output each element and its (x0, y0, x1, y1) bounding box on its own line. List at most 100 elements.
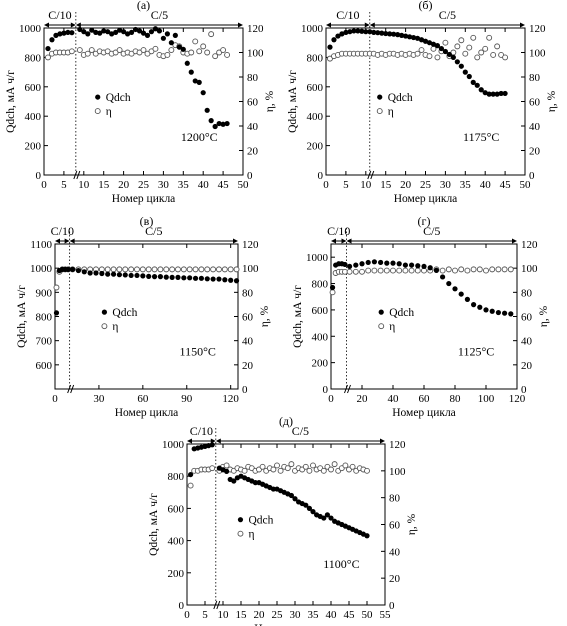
temperature-label: 1200°C (181, 130, 218, 144)
legend-efficiency-label: η (248, 529, 254, 541)
capacity-point (69, 30, 75, 36)
y-left-tick-label: 1000 (30, 263, 53, 275)
legend-efficiency-label: η (389, 321, 395, 333)
capacity-point (310, 509, 316, 515)
efficiency-point (216, 266, 222, 273)
x-tick-label: 25 (272, 609, 284, 621)
y-right-tick-label: 100 (242, 263, 259, 275)
x-tick-label: 40 (198, 179, 210, 191)
efficiency-point (414, 50, 421, 57)
capacity-point (110, 271, 117, 277)
y-left-tick-label: 800 (168, 471, 185, 483)
rate-label-fast-arrowhead (369, 22, 375, 28)
y-left-axis-title: Qdch, мА ч/г (148, 493, 160, 556)
efficiency-point (494, 43, 501, 50)
capacity-point (421, 263, 427, 270)
rate-label-slow-arrowhead (326, 22, 331, 28)
efficiency-point (241, 467, 248, 474)
capacity-point (379, 30, 385, 36)
y-left-tick-label: 900 (36, 287, 53, 299)
capacity-point (228, 277, 234, 283)
capacity-point (233, 278, 240, 284)
capacity-point (184, 60, 190, 66)
axis-break-mark (216, 600, 221, 610)
y-left-tick-label: 0 (318, 170, 324, 182)
capacity-point (406, 34, 413, 40)
rate-label-fast-arrowhead (346, 238, 352, 244)
capacity-point (128, 272, 134, 279)
chart-panel-5: (д)0 5 10 15 20 25 30 35 40 45 50 55020040060080010… (148, 414, 418, 626)
x-tick-label: 120 (509, 393, 526, 405)
y-right-tick-label: 0 (521, 384, 527, 396)
efficiency-point (454, 43, 461, 50)
efficiency-point (187, 482, 194, 489)
efficiency-point (84, 50, 91, 57)
panel-letter: (д) (279, 414, 293, 428)
capacity-point (375, 30, 381, 36)
y-right-tick-label: 0 (247, 170, 253, 182)
capacity-point (371, 29, 377, 36)
x-tick-label: 20 (254, 609, 266, 621)
x-tick-label: 10 (78, 179, 90, 191)
efficiency-point (210, 266, 217, 273)
rate-label-fast-arrowhead (380, 438, 385, 444)
capacity-point (359, 261, 365, 267)
efficiency-point (175, 266, 181, 273)
panel-letter: (а) (137, 0, 150, 12)
x-tick-label: 0 (52, 393, 58, 405)
y-left-tick-label: 200 (312, 358, 329, 370)
x-tick-label: 50 (520, 179, 532, 191)
capacity-point (188, 69, 194, 75)
capacity-point (452, 286, 458, 292)
capacity-point (224, 468, 230, 474)
capacity-point (422, 38, 429, 44)
capacity-point (220, 121, 226, 127)
efficiency-point (439, 267, 446, 274)
efficiency-point (192, 38, 199, 45)
y-right-tick-label: 80 (247, 72, 259, 84)
rate-label-slow-arrowhead (64, 238, 70, 244)
capacity-point (415, 263, 421, 269)
y-right-axis-title: η, % (546, 90, 558, 112)
capacity-point (383, 30, 389, 37)
rate-label-fast-arrowhead (233, 238, 238, 244)
capacity-point (163, 274, 169, 280)
y-right-axis-title: η, % (406, 513, 418, 535)
capacity-point (224, 120, 230, 127)
efficiency-point (145, 266, 152, 273)
rate-label-fast-arrowhead (238, 22, 243, 28)
x-tick-label: 0 (328, 393, 334, 405)
capacity-point (454, 59, 460, 65)
capacity-point (331, 37, 337, 43)
axis-break-mark (347, 384, 351, 394)
capacity-point (176, 44, 182, 50)
rate-label-slow-arrowhead (341, 238, 347, 244)
rate-label-fast: C/5 (292, 424, 309, 438)
efficiency-point (204, 49, 211, 56)
axis-break-mark (67, 384, 72, 394)
capacity-point (446, 280, 452, 287)
legend-capacity-marker (377, 94, 383, 100)
legend-capacity-label: Qdch (389, 307, 414, 319)
capacity-point (378, 259, 384, 266)
y-left-tick-label: 1000 (162, 439, 185, 451)
x-tick-label: 40 (388, 393, 400, 405)
x-tick-label: 10 (360, 179, 372, 191)
capacity-point (101, 28, 107, 34)
rate-label-slow-arrowhead (364, 22, 370, 28)
capacity-point (116, 272, 123, 278)
capacity-point (204, 107, 210, 113)
capacity-point (89, 27, 95, 33)
efficiency-point (349, 463, 356, 470)
efficiency-point (466, 44, 473, 51)
capacity-point (427, 265, 433, 271)
capacity-point (353, 262, 359, 268)
efficiency-point (470, 266, 477, 273)
capacity-point (132, 26, 139, 33)
capacity-point (367, 29, 373, 35)
y-right-tick-label: 40 (529, 121, 541, 133)
rate-label-slow: C/10 (327, 224, 350, 238)
legend-capacity-marker (95, 94, 101, 100)
x-tick-label: 25 (138, 179, 150, 191)
